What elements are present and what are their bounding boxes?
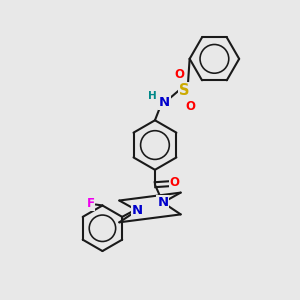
Text: F: F <box>87 197 94 210</box>
Text: O: O <box>175 68 185 81</box>
Text: O: O <box>170 176 180 189</box>
Text: S: S <box>179 83 190 98</box>
Text: N: N <box>159 96 170 109</box>
Text: N: N <box>157 196 168 209</box>
Text: H: H <box>148 92 157 101</box>
Text: N: N <box>132 204 143 217</box>
Text: O: O <box>186 100 196 113</box>
